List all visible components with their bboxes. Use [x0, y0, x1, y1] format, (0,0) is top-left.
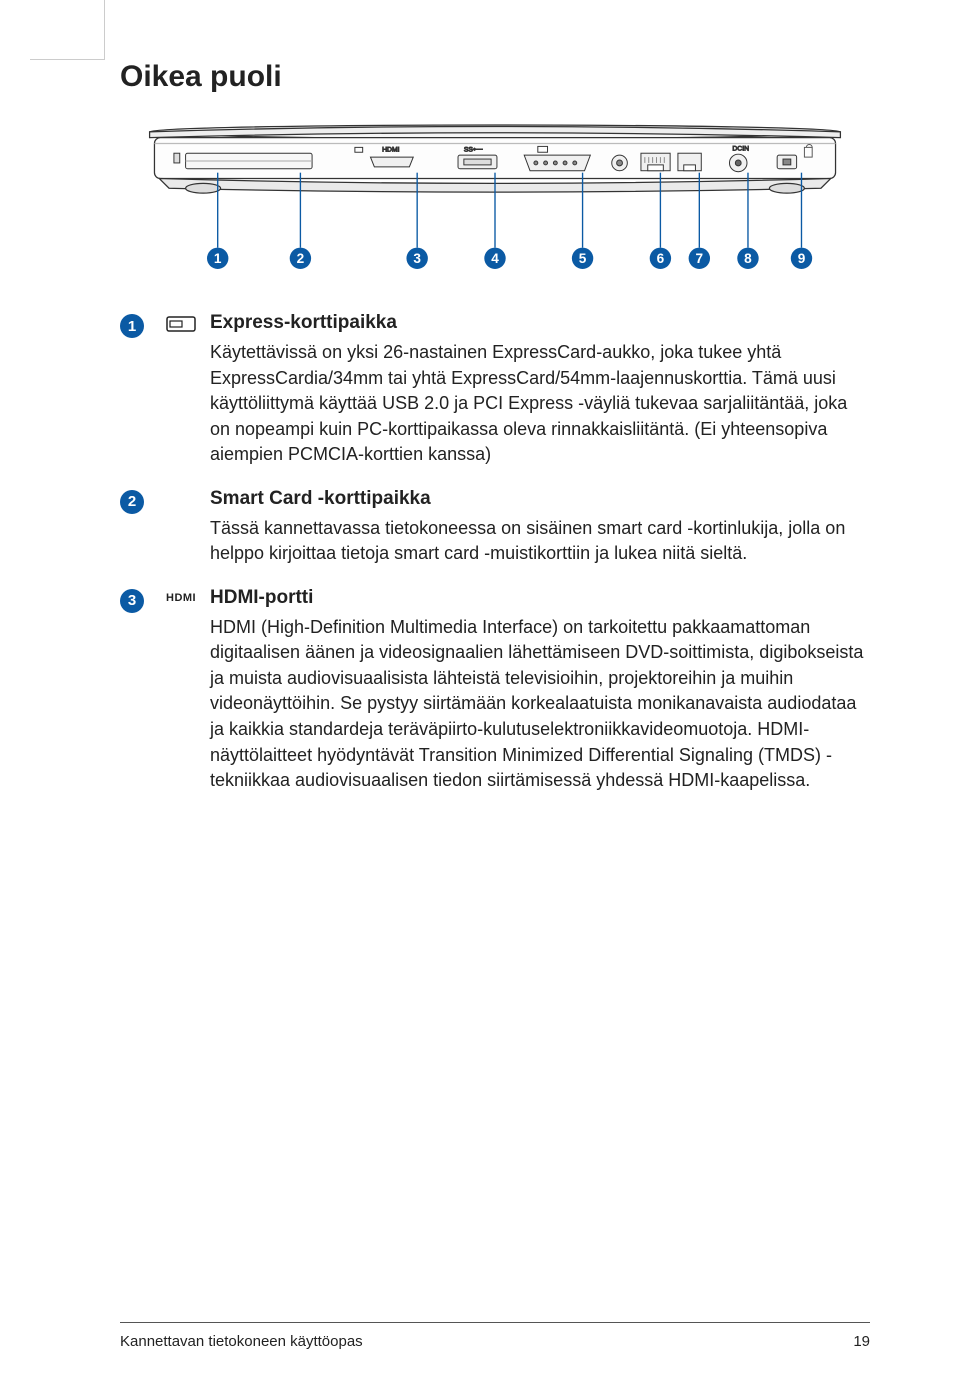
page-number: 19	[853, 1333, 870, 1350]
svg-text:4: 4	[491, 251, 499, 266]
svg-text:6: 6	[657, 251, 665, 266]
section-1-content: Express-korttipaikka Käytettävissä on yk…	[210, 312, 870, 468]
svg-text:SS⟵: SS⟵	[464, 146, 483, 153]
section-3-body: HDMI (High-Definition Multimedia Interfa…	[210, 615, 870, 794]
bullet-1: 1	[120, 314, 144, 338]
express-card-icon	[166, 312, 210, 468]
svg-text:8: 8	[744, 251, 752, 266]
svg-text:3: 3	[413, 251, 421, 266]
svg-text:9: 9	[798, 251, 806, 266]
corner-crop-mark	[30, 0, 105, 60]
section-1-heading: Express-korttipaikka	[210, 312, 870, 334]
section-2: 2 Smart Card -korttipaikka Tässä kannett…	[120, 488, 870, 567]
svg-text:2: 2	[297, 251, 305, 266]
bullet-2: 2	[120, 490, 144, 514]
hdmi-label-text: HDMI	[166, 592, 196, 604]
bullet-col-1: 1	[120, 312, 166, 468]
section-2-body: Tässä kannettavassa tietokoneessa on sis…	[210, 516, 870, 567]
section-3-content: HDMI-portti HDMI (High-Definition Multim…	[210, 587, 870, 794]
section-1: 1 Express-korttipaikka Käytettävissä on …	[120, 312, 870, 468]
section-3-heading: HDMI-portti	[210, 587, 870, 609]
bullet-col-3: 3	[120, 587, 166, 794]
page-container: Oikea puoli HDMI	[0, 0, 960, 864]
svg-text:7: 7	[696, 251, 704, 266]
laptop-side-diagram: HDMI SS⟵	[135, 122, 855, 272]
bullet-3: 3	[120, 589, 144, 613]
svg-text:DCIN: DCIN	[732, 145, 749, 152]
svg-text:1: 1	[214, 251, 222, 266]
svg-text:HDMI: HDMI	[382, 146, 399, 153]
svg-text:5: 5	[579, 251, 587, 266]
section-2-heading: Smart Card -korttipaikka	[210, 488, 870, 510]
bullet-col-2: 2	[120, 488, 166, 567]
section-2-icon-empty	[166, 488, 210, 567]
section-1-body: Käytettävissä on yksi 26-nastainen Expre…	[210, 340, 870, 468]
footer-text: Kannettavan tietokoneen käyttöopas	[120, 1333, 363, 1350]
hdmi-icon: HDMI	[166, 587, 210, 794]
page-footer: Kannettavan tietokoneen käyttöopas 19	[120, 1322, 870, 1350]
section-2-content: Smart Card -korttipaikka Tässä kannettav…	[210, 488, 870, 567]
section-3: 3 HDMI HDMI-portti HDMI (High-Definition…	[120, 587, 870, 794]
page-title: Oikea puoli	[120, 60, 870, 94]
